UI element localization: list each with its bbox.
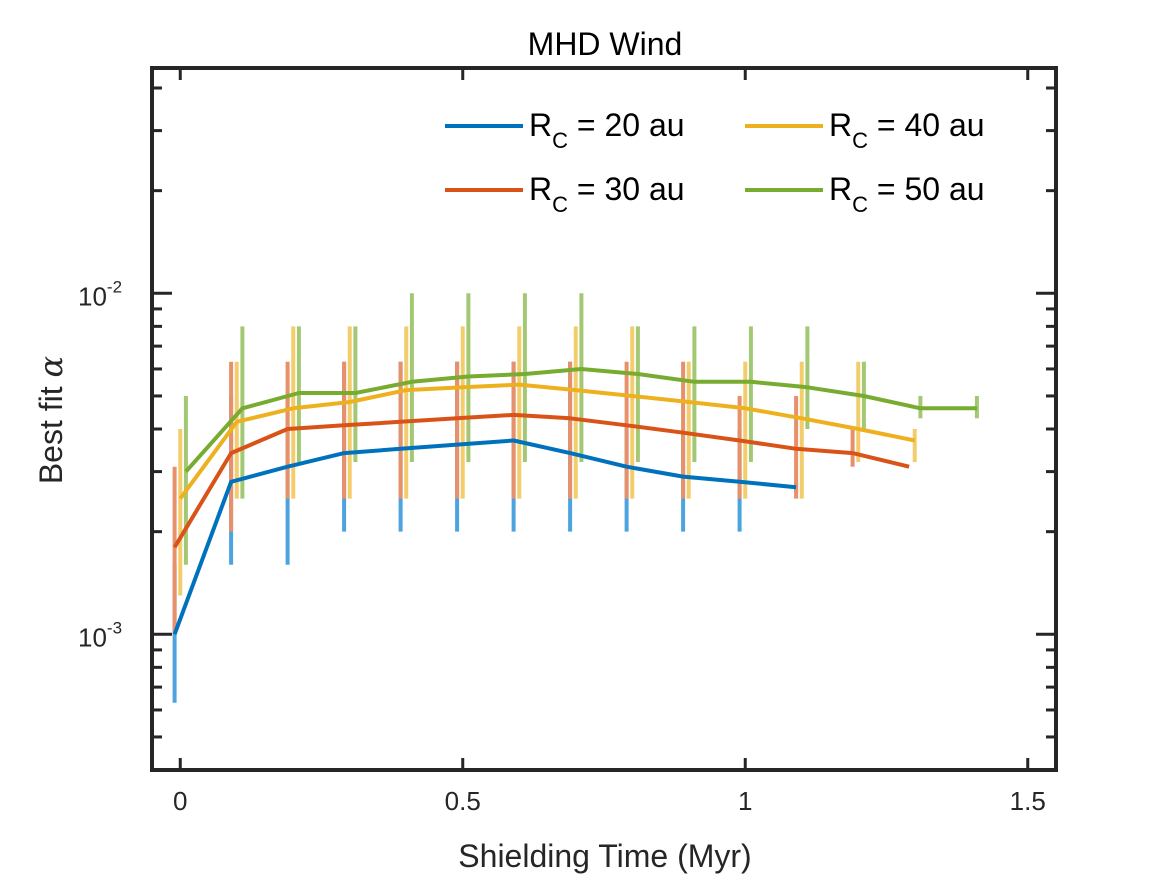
legend-entry-label: RC = 20 au: [529, 107, 685, 153]
y-tick-labels: 10-310-2: [78, 277, 122, 652]
x-tick-label: 0: [173, 786, 187, 816]
legend-prefix: R: [529, 107, 552, 143]
plot-frame: [150, 66, 1058, 772]
legend-subscript: C: [852, 128, 868, 153]
legend-value: = 30 au: [568, 171, 685, 207]
y-axis-label: Best fit α: [32, 356, 70, 484]
legend-entry-label: RC = 30 au: [529, 171, 685, 217]
legend-subscript: C: [852, 192, 868, 217]
x-tick-label: 1.5: [1010, 786, 1046, 816]
x-tick-label: 1: [738, 786, 752, 816]
legend-subscript: C: [552, 128, 568, 153]
plot-area: [172, 293, 979, 703]
series-line-1: [172, 438, 797, 635]
series-2-errorbars: [172, 361, 855, 635]
y-axis-label-text: Best fit: [33, 377, 69, 484]
legend-entry-label: RC = 40 au: [829, 107, 985, 153]
y-tick-base: 10: [78, 622, 107, 652]
x-tick-label: 0.5: [445, 786, 481, 816]
x-tick-labels: 0 0.5 1 1.5: [173, 786, 1046, 816]
legend-value: = 50 au: [868, 171, 985, 207]
y-axis-label-symbol: α: [32, 356, 70, 378]
y-tick-label: 10-3: [78, 618, 122, 652]
series-line-3: [178, 382, 916, 500]
series-line-4: [184, 367, 977, 473]
legend-value: = 20 au: [568, 107, 685, 143]
series-line-2: [172, 412, 910, 549]
series-4-errorbars: [183, 293, 979, 565]
legend-subscript: C: [552, 192, 568, 217]
y-tick-base: 10: [78, 281, 107, 311]
legend-prefix: R: [829, 107, 852, 143]
x-axis-label: Shielding Time (Myr): [458, 838, 751, 874]
legend-prefix: R: [529, 171, 552, 207]
legend-value: = 40 au: [868, 107, 985, 143]
y-tick-exponent: -3: [107, 618, 122, 637]
y-tick-label: 10-2: [78, 277, 122, 311]
legend-entry-label: RC = 50 au: [829, 171, 985, 217]
series-3-errorbars: [178, 326, 917, 596]
chart-title: MHD Wind: [528, 26, 683, 62]
legend-prefix: R: [829, 171, 852, 207]
y-tick-exponent: -2: [107, 277, 122, 296]
